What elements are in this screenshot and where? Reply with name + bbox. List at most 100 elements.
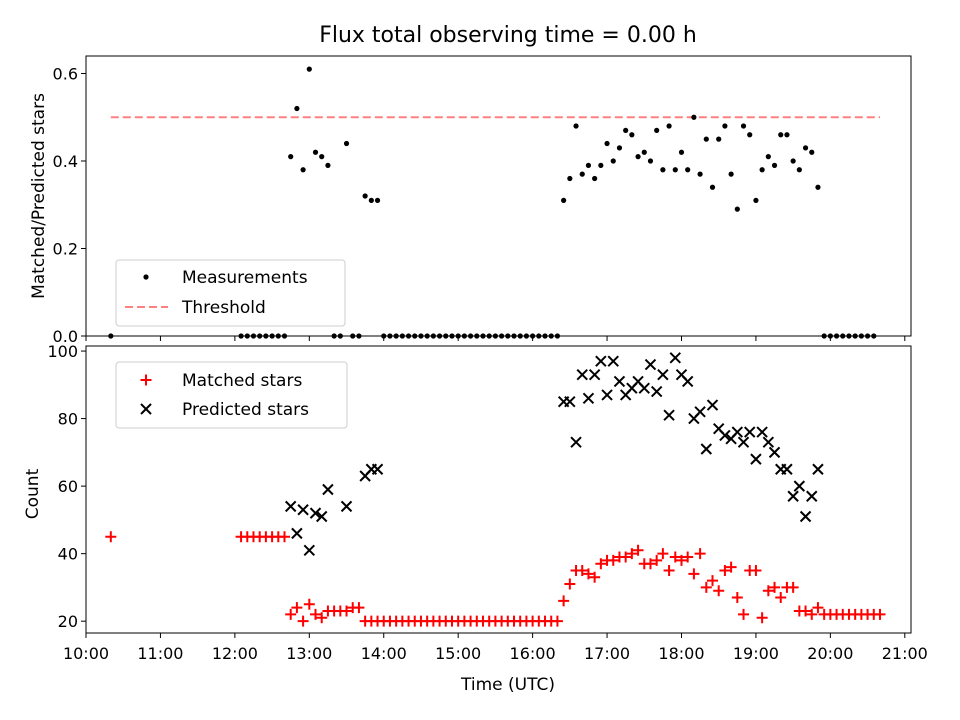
matched-star-point bbox=[341, 605, 353, 617]
matched-star-point bbox=[874, 608, 886, 620]
matched-star-point bbox=[551, 615, 563, 627]
measurement-point bbox=[753, 197, 759, 203]
predicted-star-point bbox=[613, 375, 626, 388]
count-x-tick-label: 11:00 bbox=[137, 644, 183, 663]
predicted-star-point bbox=[340, 500, 353, 513]
matched-star-point bbox=[105, 531, 117, 543]
measurement-point bbox=[368, 197, 374, 203]
measurement-point bbox=[294, 105, 300, 112]
predicted-star-point bbox=[607, 355, 619, 367]
measurement-point bbox=[325, 162, 331, 168]
measurement-point bbox=[647, 158, 654, 164]
matched-star-point bbox=[353, 602, 365, 614]
predicted-star-point bbox=[303, 544, 316, 556]
predicted-star-point bbox=[731, 426, 744, 438]
measurement-point bbox=[703, 136, 709, 142]
count-y-tick-label: 40 bbox=[58, 545, 78, 564]
predicted-star-point bbox=[601, 389, 613, 401]
count-x-tick-label: 14:00 bbox=[361, 644, 407, 663]
matched-star-point bbox=[787, 581, 799, 593]
matched-star-point bbox=[644, 558, 656, 570]
matched-star-point bbox=[285, 608, 297, 620]
matched-star-point bbox=[775, 592, 787, 604]
predicted-star-point bbox=[657, 368, 669, 381]
measurement-point bbox=[716, 136, 722, 142]
ratio-y-tick-label: 0.0 bbox=[53, 327, 78, 346]
measurement-point bbox=[579, 171, 585, 177]
matched-star-point bbox=[731, 592, 743, 604]
predicted-star-point bbox=[297, 504, 309, 516]
matched-star-point bbox=[310, 608, 322, 620]
measurement-point bbox=[585, 162, 592, 168]
predicted-star-point bbox=[322, 483, 334, 496]
measurement-point bbox=[796, 167, 802, 173]
matched-star-point bbox=[806, 608, 818, 620]
predicted-star-point bbox=[812, 463, 824, 475]
predicted-star-point bbox=[787, 490, 799, 502]
measurement-point bbox=[759, 167, 765, 173]
matched-star-point bbox=[316, 612, 328, 624]
ratio-axes: 0.0 0.2 0.4 0.6 bbox=[53, 65, 906, 346]
matched-star-point bbox=[812, 602, 824, 614]
measurement-point bbox=[709, 184, 716, 190]
count-y-tick-label: 100 bbox=[47, 342, 78, 361]
measurement-point bbox=[567, 175, 573, 182]
predicted-star-point bbox=[650, 385, 663, 398]
matched-star-point bbox=[762, 585, 774, 597]
predicted-star-point bbox=[793, 480, 806, 492]
matched-star-point bbox=[558, 595, 570, 607]
count-x-tick-label: 12:00 bbox=[212, 644, 258, 663]
matched-star-point bbox=[291, 602, 303, 614]
matched-star-point bbox=[707, 575, 719, 587]
predicted-star-point bbox=[582, 392, 595, 405]
ratio-y-tick-label: 0.6 bbox=[53, 65, 78, 84]
count-x-tick-label: 19:00 bbox=[733, 644, 779, 663]
count-y-axis-label: Count bbox=[23, 468, 43, 519]
predicted-star-point bbox=[309, 507, 322, 519]
ratio-y-tick-label: 0.2 bbox=[53, 240, 78, 259]
measurement-point bbox=[300, 167, 306, 173]
count-marks bbox=[105, 352, 886, 627]
matched-star-point bbox=[582, 568, 594, 580]
predicted-star-point bbox=[799, 510, 812, 523]
matched-star-point bbox=[620, 551, 632, 563]
measurement-point bbox=[319, 154, 325, 160]
measurement-point bbox=[771, 162, 778, 168]
predicted-star-point bbox=[669, 352, 681, 364]
matched-star-point bbox=[700, 581, 712, 593]
measurement-point bbox=[809, 149, 815, 155]
predicted-star-point bbox=[737, 436, 750, 448]
predicted-star-point bbox=[291, 527, 303, 540]
matched-star-point bbox=[688, 568, 700, 580]
count-legend: Matched stars Predicted stars bbox=[115, 361, 348, 429]
count-x-tick-label: 17:00 bbox=[584, 644, 630, 663]
predicted-star-point bbox=[700, 443, 713, 455]
legend-matched-marker bbox=[140, 374, 152, 386]
measurement-point bbox=[362, 193, 368, 199]
count-y-tick-label: 20 bbox=[58, 612, 78, 631]
matched-star-point bbox=[713, 585, 725, 597]
matched-star-point bbox=[725, 561, 737, 573]
ratio-y-tick-label: 0.4 bbox=[53, 152, 78, 171]
matched-star-point bbox=[278, 531, 290, 543]
measurement-point bbox=[561, 197, 567, 203]
chart-title: Flux total observing time = 0.00 h bbox=[319, 23, 697, 48]
predicted-star-point bbox=[762, 436, 775, 448]
measurement-point bbox=[740, 123, 747, 129]
predicted-star-point bbox=[588, 368, 601, 381]
measurement-point bbox=[734, 206, 740, 212]
predicted-star-point bbox=[781, 463, 793, 475]
measurement-point bbox=[641, 149, 647, 155]
count-x-tick-label: 20:00 bbox=[807, 644, 853, 663]
predicted-star-point bbox=[756, 426, 768, 438]
measurement-point bbox=[312, 149, 319, 155]
measurement-point bbox=[288, 154, 294, 160]
ratio-axes-frame bbox=[85, 55, 912, 337]
predicted-star-point bbox=[371, 463, 384, 475]
measurement-point bbox=[343, 140, 350, 147]
measurement-point bbox=[722, 123, 728, 129]
predicted-star-point bbox=[663, 409, 675, 421]
matched-star-point bbox=[564, 578, 576, 590]
predicted-star-point bbox=[681, 375, 694, 388]
measurement-point bbox=[802, 145, 809, 151]
